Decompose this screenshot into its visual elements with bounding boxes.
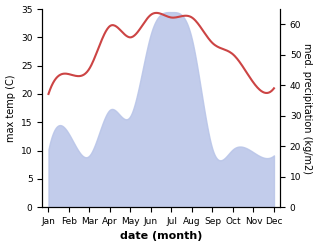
Y-axis label: max temp (C): max temp (C) [5,74,16,142]
Y-axis label: med. precipitation (kg/m2): med. precipitation (kg/m2) [302,43,313,174]
X-axis label: date (month): date (month) [120,231,203,242]
